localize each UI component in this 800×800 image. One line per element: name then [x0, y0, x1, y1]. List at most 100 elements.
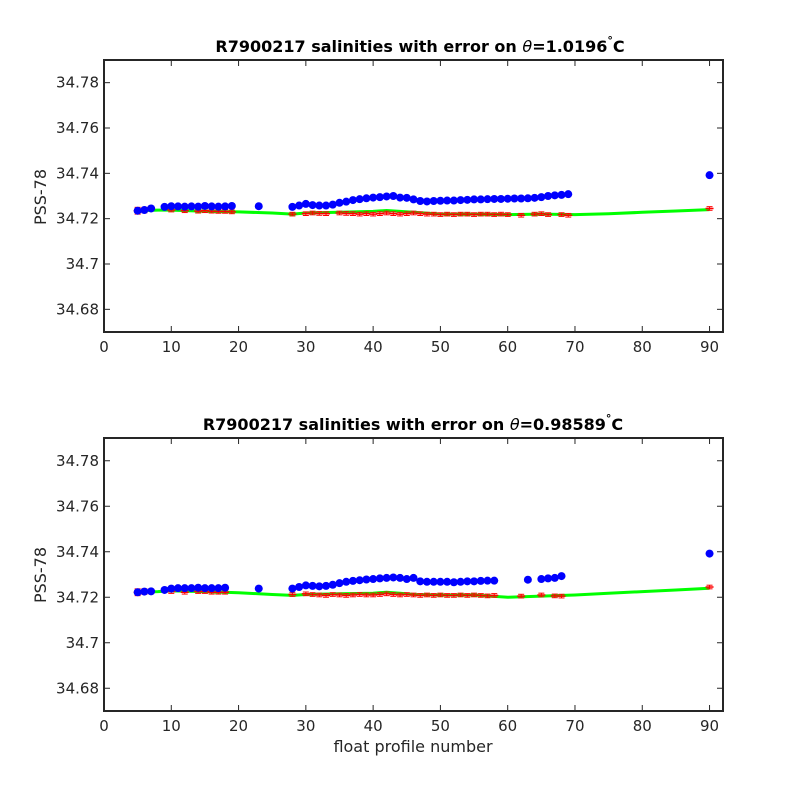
float-salinity-point	[402, 193, 411, 202]
float-salinity-point	[147, 587, 156, 596]
float-salinity-point	[409, 573, 418, 582]
float-salinity-point	[429, 196, 438, 205]
x-tick-label: 10	[162, 338, 181, 356]
float-salinity-point	[147, 204, 156, 213]
float-salinity-point	[167, 584, 176, 593]
float-salinity-point	[301, 199, 310, 208]
float-salinity-point	[396, 193, 405, 202]
x-tick-label: 80	[633, 717, 652, 735]
float-salinity-point	[308, 581, 317, 590]
float-salinity-point	[315, 582, 324, 591]
float-salinity-point	[214, 584, 223, 593]
y-tick-label: 34.76	[56, 119, 99, 137]
float-salinity-point	[456, 577, 465, 586]
float-salinity-point	[470, 195, 479, 204]
panel-top-ylabel: PSS-78	[31, 169, 50, 225]
float-salinity-point	[227, 201, 236, 210]
float-salinity-point	[348, 196, 357, 205]
float-salinity-point	[456, 196, 465, 205]
x-tick-label: 10	[162, 717, 181, 735]
float-salinity-point	[490, 576, 499, 585]
float-salinity-point	[288, 584, 297, 593]
float-salinity-point	[140, 587, 149, 596]
float-salinity-point	[362, 194, 371, 203]
float-salinity-point	[322, 201, 331, 210]
float-salinity-point	[476, 195, 485, 204]
float-salinity-point	[194, 202, 203, 211]
float-salinity-point	[483, 195, 492, 204]
float-salinity-point	[194, 583, 203, 592]
panel-top-title: R7900217 salinities with error on θ=1.01…	[215, 34, 624, 56]
float-salinity-point	[544, 192, 553, 200]
float-salinity-point	[288, 202, 297, 211]
x-tick-label: 30	[296, 717, 315, 735]
x-tick-label: 90	[700, 717, 719, 735]
float-salinity-point	[254, 202, 263, 211]
panel-bottom-plot-area: 0 10 20 30 40 50 60 70 80 90 34.68 34.7 34.72 34.74 34…	[56, 437, 724, 735]
float-salinity-point	[422, 577, 431, 586]
float-salinity-point	[174, 202, 183, 211]
x-tick-label: 50	[431, 338, 450, 356]
x-tick-label: 80	[633, 338, 652, 356]
float-salinity-point	[342, 577, 351, 586]
float-salinity-point	[221, 202, 230, 211]
float-salinity-point	[443, 577, 452, 586]
float-salinity-point	[463, 195, 472, 204]
float-salinity-point	[180, 202, 189, 211]
float-salinity-point	[167, 202, 176, 211]
float-salinity-point	[544, 574, 553, 583]
y-tick-label: 34.68	[56, 300, 99, 318]
float-salinity-point	[449, 578, 458, 587]
float-salinity-point	[322, 581, 331, 590]
float-salinity-point	[214, 202, 223, 211]
x-tick-label: 60	[498, 717, 517, 735]
float-salinity-point	[200, 584, 209, 593]
panel-bottom: R7900217 salinities with error on θ=0.98…	[31, 412, 724, 756]
float-salinity-point	[429, 577, 438, 586]
float-salinity-point	[402, 575, 411, 584]
float-salinity-point	[436, 577, 445, 586]
float-salinity-point	[308, 201, 317, 210]
float-salinity-point	[382, 573, 391, 582]
float-salinity-point	[550, 573, 559, 582]
float-salinity-point	[133, 206, 142, 215]
y-tick-label: 34.72	[56, 210, 99, 228]
y-tick-label: 34.7	[66, 634, 99, 652]
float-salinity-point	[315, 201, 324, 210]
float-salinity-point	[449, 196, 458, 205]
float-salinity-point	[160, 585, 169, 594]
x-tick-label: 20	[229, 338, 248, 356]
float-salinity-point	[335, 198, 344, 207]
float-salinity-point	[705, 549, 714, 558]
float-salinity-point	[389, 573, 398, 582]
float-salinity-point	[483, 576, 492, 585]
y-tick-label: 34.78	[56, 74, 99, 92]
float-salinity-point	[301, 581, 310, 590]
float-salinity-point	[523, 194, 532, 203]
float-salinity-point	[436, 196, 445, 205]
float-salinity-point	[369, 193, 378, 202]
x-tick-label: 40	[364, 717, 383, 735]
float-salinity-point	[355, 195, 364, 204]
float-salinity-point	[174, 584, 183, 593]
float-salinity-point	[295, 201, 304, 210]
float-salinity-point	[396, 573, 405, 582]
panel-bottom-ylabel: PSS-78	[31, 547, 50, 603]
float-salinity-point	[463, 577, 472, 586]
float-salinity-point	[416, 577, 425, 586]
panel-bottom-xlabel: float profile number	[333, 737, 493, 756]
x-tick-label: 20	[229, 717, 248, 735]
float-salinity-point	[557, 572, 566, 581]
float-salinity-point	[537, 193, 546, 202]
float-salinity-point	[557, 190, 566, 199]
float-salinity-point	[517, 194, 526, 203]
float-salinity-point	[187, 584, 196, 593]
float-salinity-point	[180, 584, 189, 593]
float-salinity-point	[470, 577, 479, 586]
float-salinity-point	[375, 193, 384, 202]
y-tick-label: 34.72	[56, 588, 99, 606]
float-salinity-point	[496, 194, 505, 203]
float-salinity-point	[564, 190, 573, 199]
